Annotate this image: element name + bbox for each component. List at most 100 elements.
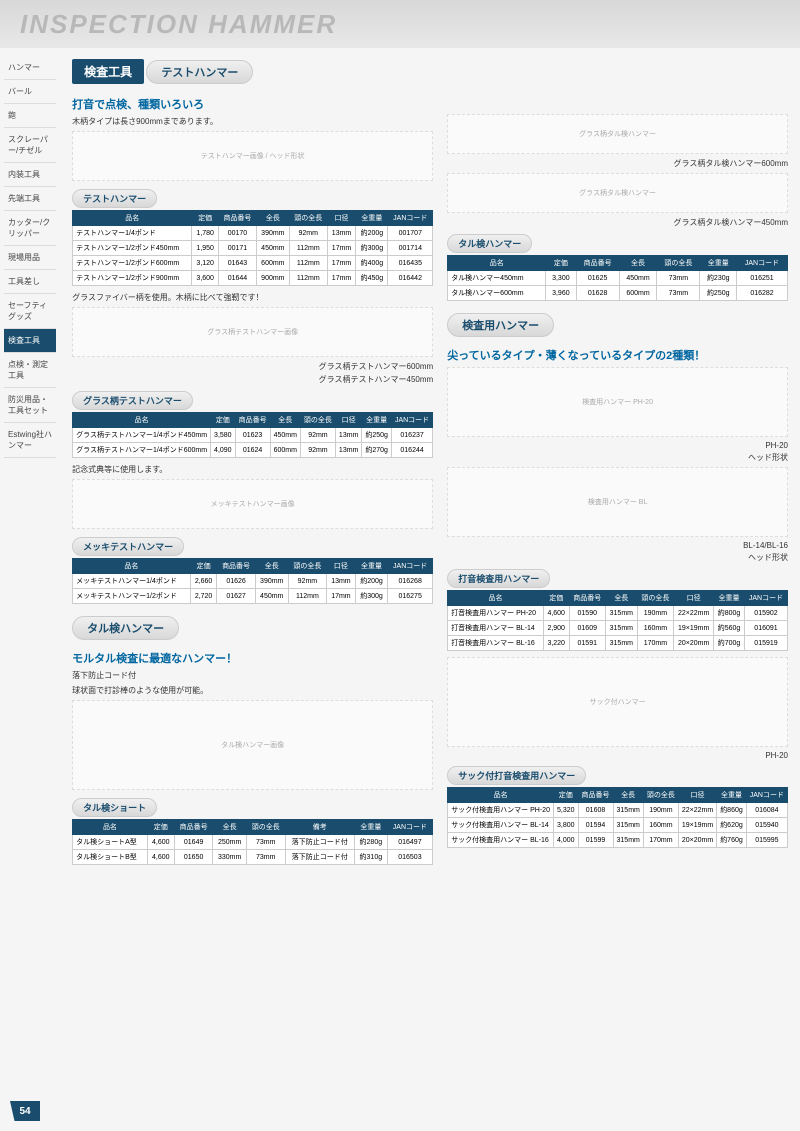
table-header: 商品番号: [217, 559, 255, 574]
test-hammer-table: 品名定価商品番号全長頭の全長口径全重量JANコードテストハンマー1/4ポンド1,…: [72, 210, 433, 286]
table-header: 品名: [73, 211, 192, 226]
table-cell: 016503: [387, 850, 433, 865]
table-cell: 約300g: [355, 589, 387, 604]
sidebar-item[interactable]: 工具差し: [4, 270, 56, 294]
table-cell: 016091: [744, 621, 787, 636]
table-cell: 13mm: [327, 226, 356, 241]
table-header: JANコード: [387, 820, 433, 835]
table-cell: 20×20mm: [678, 833, 716, 848]
table-header: 頭の全長: [288, 559, 326, 574]
plated-test-hammer-table: 品名定価商品番号全長頭の全長口径全重量JANコードメッキテストハンマー1/4ポン…: [72, 558, 433, 604]
table-cell: 001714: [388, 241, 433, 256]
table-cell: 315mm: [606, 606, 638, 621]
table-header: JANコード: [388, 211, 433, 226]
table-cell: 約700g: [714, 636, 745, 651]
table-cell: 016282: [737, 286, 788, 301]
table-cell: 73mm: [657, 286, 700, 301]
table-header: 頭の全長: [300, 413, 335, 428]
sidebar-item[interactable]: Estwing社ハンマー: [4, 423, 56, 458]
table-header: 商品番号: [218, 211, 256, 226]
table-cell: 約300g: [356, 241, 388, 256]
table-cell: 17mm: [327, 271, 356, 286]
table-row: メッキテストハンマー1/2ポンド2,72001627450mm112mm17mm…: [73, 589, 433, 604]
table-header: 口径: [326, 559, 355, 574]
table-header: 定価: [553, 788, 578, 803]
table-header: JANコード: [388, 559, 433, 574]
table-cell: 112mm: [289, 271, 327, 286]
table-header: 口径: [327, 211, 356, 226]
sidebar-item[interactable]: 先端工具: [4, 187, 56, 211]
table-cell: 3,960: [546, 286, 576, 301]
table-header: 全重量: [356, 211, 388, 226]
table-row: タル検ショートA型4,60001649250mm73mm落下防止コード付約280…: [73, 835, 433, 850]
blurb: 尖っているタイプ・薄くなっているタイプの2種類！: [447, 347, 788, 363]
table-row: 打音検査用ハンマー BL-142,90001609315mm160mm19×19…: [448, 621, 788, 636]
sidebar-item[interactable]: バール: [4, 80, 56, 104]
right-column: グラス柄タル検ハンマー グラス柄タル検ハンマー600mm グラス柄タル検ハンマー…: [447, 54, 788, 871]
table-cell: 315mm: [613, 803, 643, 818]
table-cell: 約250g: [362, 428, 392, 443]
table-cell: タル検ハンマー600mm: [448, 286, 546, 301]
table-cell: 190mm: [637, 606, 674, 621]
table-header: JANコード: [746, 788, 787, 803]
table-cell: 92mm: [288, 574, 326, 589]
table-cell: 315mm: [613, 833, 643, 848]
table-header: 全長: [256, 211, 289, 226]
taruken-short-table: 品名定価商品番号全長頭の全長備考全重量JANコードタル検ショートA型4,6000…: [72, 819, 433, 865]
sidebar-item[interactable]: スクレーパー/チゼル: [4, 128, 56, 163]
table-cell: 315mm: [606, 636, 638, 651]
left-column: 検査工具 テストハンマー 打音で点検、種類いろいろ 木柄タイプは長さ900mmま…: [72, 54, 433, 871]
sidebar-item[interactable]: 検査工具: [4, 329, 56, 353]
sidebar-item[interactable]: 防災用品・工具セット: [4, 388, 56, 423]
table-cell: 016435: [388, 256, 433, 271]
product-image: グラス柄テストハンマー画像: [72, 307, 433, 357]
table-cell: 1,780: [192, 226, 219, 241]
table-cell: 112mm: [288, 589, 326, 604]
table-cell: 19×19mm: [678, 818, 716, 833]
table-cell: 016442: [388, 271, 433, 286]
table-row: テストハンマー1/4ポンド1,78000170390mm92mm13mm約200…: [73, 226, 433, 241]
table-cell: 015902: [744, 606, 787, 621]
table-cell: 01628: [576, 286, 619, 301]
table-header: JANコード: [744, 591, 787, 606]
sidebar-item[interactable]: セーフティグッズ: [4, 294, 56, 329]
table-header: 全重量: [700, 256, 737, 271]
table-row: 打音検査用ハンマー PH-204,60001590315mm190mm22×22…: [448, 606, 788, 621]
sidebar-item[interactable]: ハンマー: [4, 56, 56, 80]
sidebar-item[interactable]: 点検・測定工具: [4, 353, 56, 388]
table-cell: 01608: [578, 803, 613, 818]
table-header: 頭の全長: [657, 256, 700, 271]
table-cell: 92mm: [300, 428, 335, 443]
table-cell: グラス柄テストハンマー1/4ポンド600mm: [73, 443, 211, 458]
table-header: 口径: [678, 788, 716, 803]
table-cell: 112mm: [289, 256, 327, 271]
table-cell: 1,950: [192, 241, 219, 256]
table-cell: 01599: [578, 833, 613, 848]
table-cell: 13mm: [335, 428, 361, 443]
glass-test-hammer-table: 品名定価商品番号全長頭の全長口径全重量JANコードグラス柄テストハンマー1/4ポ…: [72, 412, 433, 458]
table-cell: 01649: [174, 835, 213, 850]
table-cell: 約560g: [714, 621, 745, 636]
table-cell: 73mm: [657, 271, 700, 286]
table-cell: 170mm: [637, 636, 674, 651]
table-cell: 2,720: [190, 589, 217, 604]
sidebar-item[interactable]: 内装工具: [4, 163, 56, 187]
sidebar-item[interactable]: カッター/クリッパー: [4, 211, 56, 246]
table-cell: 打音検査用ハンマー PH-20: [448, 606, 544, 621]
table-cell: 73mm: [246, 850, 285, 865]
table-cell: 約230g: [700, 271, 737, 286]
table-cell: 01609: [569, 621, 606, 636]
sidebar-item[interactable]: 現場用品: [4, 246, 56, 270]
table-header: 品名: [73, 413, 211, 428]
sidebar-item[interactable]: 鉋: [4, 104, 56, 128]
table-cell: 330mm: [213, 850, 246, 865]
table-header: 全長: [213, 820, 246, 835]
table-row: タル検ハンマー450mm3,30001625450mm73mm約230g0162…: [448, 271, 788, 286]
table-header: 全重量: [362, 413, 392, 428]
table-header: JANコード: [737, 256, 788, 271]
product-image: タル検ハンマー画像: [72, 700, 433, 790]
table-cell: 落下防止コード付: [285, 850, 355, 865]
caption: グラス柄テストハンマー450mm: [72, 374, 433, 385]
table-header: 頭の全長: [289, 211, 327, 226]
table-cell: サック付検査用ハンマー BL-14: [448, 818, 554, 833]
